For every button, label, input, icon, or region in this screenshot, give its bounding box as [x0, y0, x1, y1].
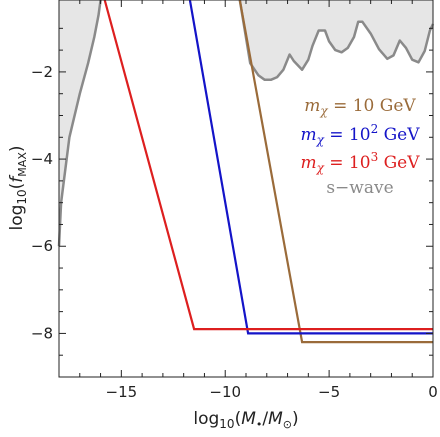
- excluded-region-boundary: [238, 0, 435, 82]
- x-tick-label: −10: [209, 383, 241, 401]
- y-tick-label: −4: [31, 150, 53, 168]
- legend: mχ = 10 GeV mχ = 102 GeV mχ = 103 GeV s−wav…: [300, 96, 420, 198]
- series-lines: [103, 0, 433, 344]
- x-tick-label: −5: [318, 383, 340, 401]
- y-tick-label: −2: [31, 63, 53, 81]
- excluded-regions: [57, 0, 435, 247]
- excluded-region-boundary: [57, 0, 102, 247]
- x-tick-label: −15: [106, 383, 138, 401]
- legend-entry: s−wave: [326, 178, 393, 198]
- x-ticks: −15 −10 −5 0: [58, 0, 438, 401]
- y-ticks: −2 −4 −6 −8: [31, 27, 433, 378]
- x-axis-title: log10(M•/M⊙): [193, 409, 298, 431]
- legend-entry: mχ = 102 GeV: [300, 122, 420, 147]
- y-tick-label: −8: [31, 324, 53, 342]
- series-line: [103, 0, 433, 331]
- excluded-region-fill: [59, 0, 101, 247]
- y-tick-label: −6: [31, 237, 53, 255]
- x-tick-label: 0: [428, 383, 438, 401]
- series-line: [188, 0, 433, 335]
- excluded-region-fill: [239, 0, 433, 80]
- legend-entry: mχ = 103 GeV: [300, 150, 420, 175]
- y-axis-title: log10(fMAX): [7, 145, 29, 230]
- series-line: [238, 0, 433, 344]
- legend-entry: mχ = 10 GeV: [304, 96, 416, 118]
